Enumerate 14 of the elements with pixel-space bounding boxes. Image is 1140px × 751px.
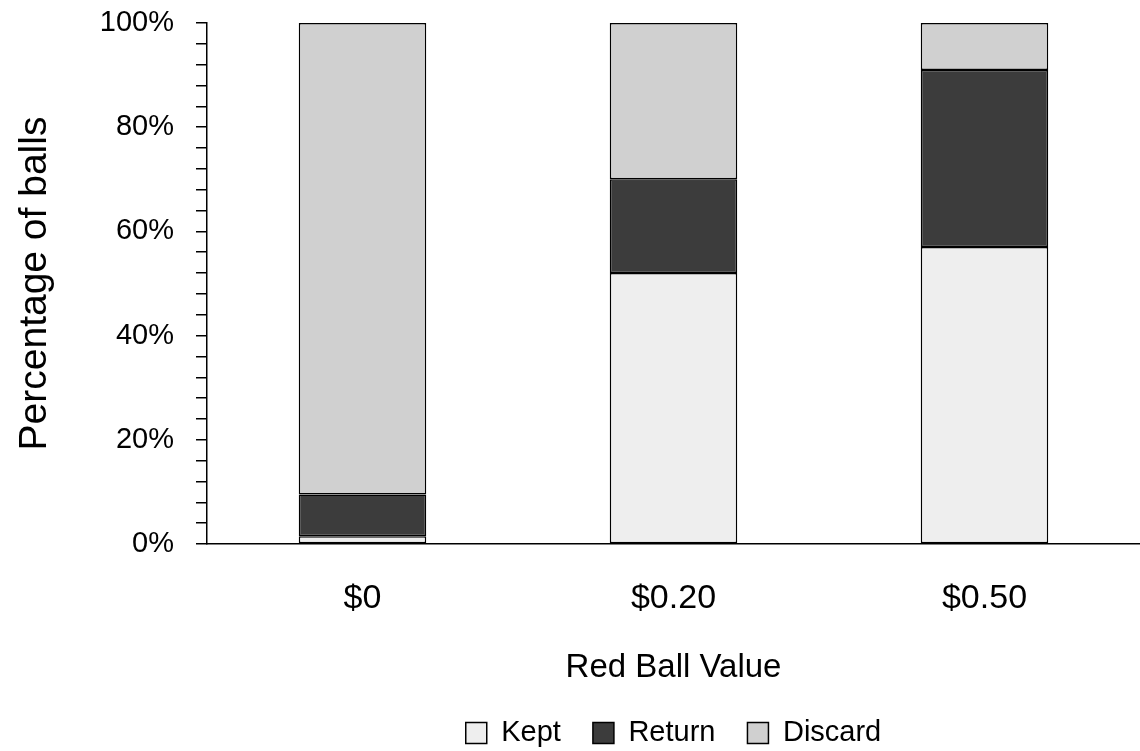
y-axis-title: Percentage of balls (11, 116, 55, 451)
x-tick-label: $0.20 (630, 576, 717, 615)
y-tick-label: 20% (115, 421, 174, 454)
y-tick-label: 40% (115, 317, 174, 350)
legend-label: Return (628, 715, 716, 747)
y-tick-label: 100% (99, 5, 174, 37)
y-tick-label: 80% (115, 109, 174, 142)
y-tick-label: 0% (132, 526, 174, 558)
x-tick-label: $0 (343, 576, 382, 615)
y-tick-label: 60% (115, 213, 174, 246)
x-axis-title: Red Ball Value (565, 647, 782, 685)
legend-label: Discard (782, 715, 882, 747)
x-tick-label: $0.50 (941, 576, 1028, 615)
legend-label: Kept (501, 715, 561, 747)
